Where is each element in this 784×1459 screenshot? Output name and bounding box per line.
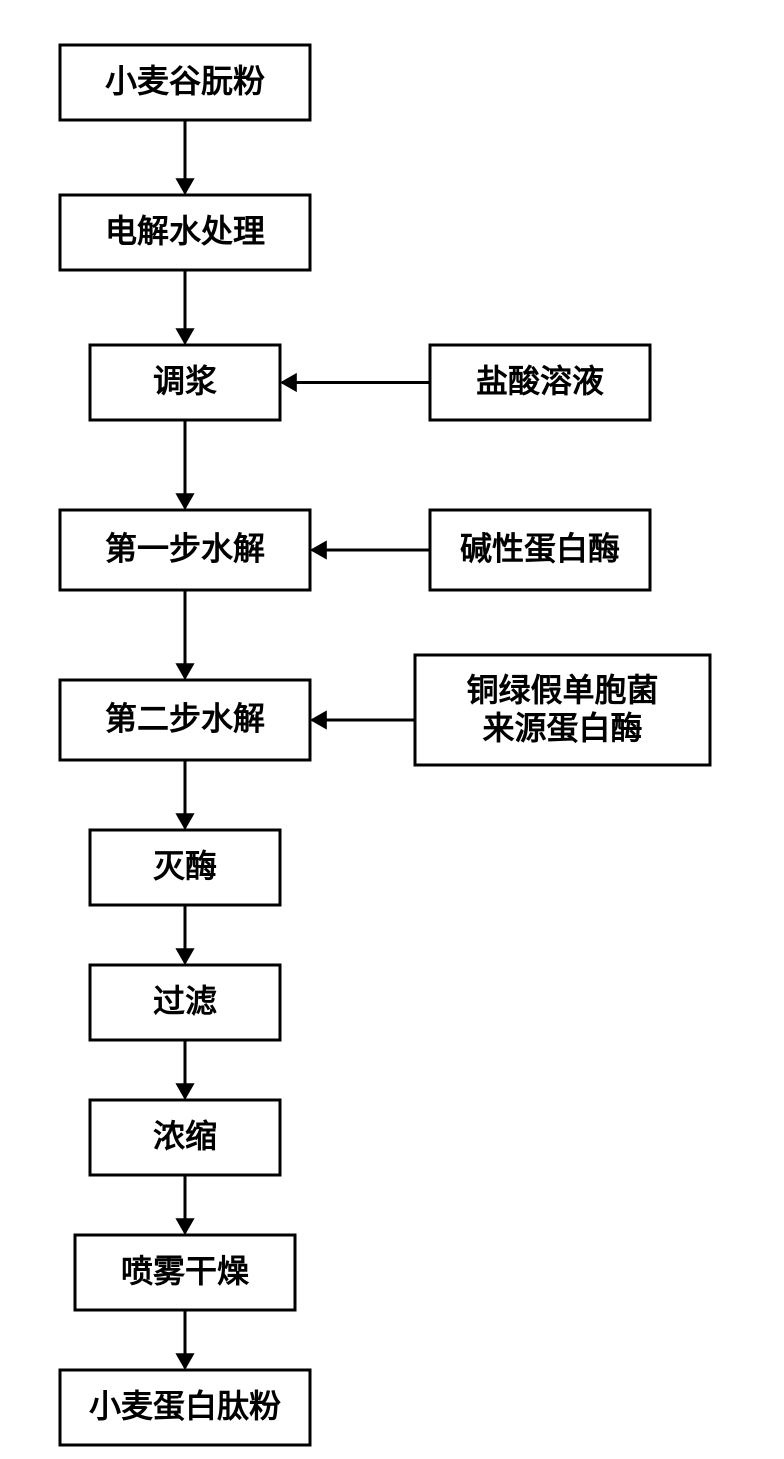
node-label: 小麦谷朊粉 xyxy=(105,63,265,99)
arrow-head-icon xyxy=(175,1083,194,1100)
flow-edge-n6-n7 xyxy=(175,905,194,965)
flow-node-n3: 调浆 xyxy=(90,345,280,420)
flow-edge-n9-n10 xyxy=(175,1310,194,1370)
arrow-head-icon xyxy=(280,373,297,392)
flow-node-n6: 灭酶 xyxy=(90,830,280,905)
flow-edge-n3-n4 xyxy=(175,420,194,510)
arrow-head-icon xyxy=(310,540,327,559)
arrow-head-icon xyxy=(175,328,194,345)
flow-edge-n5-n6 xyxy=(175,760,194,830)
flow-edge-s4-n4 xyxy=(310,540,430,559)
node-label: 第一步水解 xyxy=(105,530,265,566)
flow-node-n8: 浓缩 xyxy=(90,1100,280,1175)
flow-node-s5: 铜绿假单胞菌来源蛋白酶 xyxy=(415,655,710,765)
node-label: 碱性蛋白酶 xyxy=(460,530,620,566)
flow-node-n1: 小麦谷朊粉 xyxy=(60,45,310,120)
arrow-head-icon xyxy=(175,178,194,195)
flow-node-n4: 第一步水解 xyxy=(60,510,310,590)
node-label: 过滤 xyxy=(153,983,217,1019)
node-label: 盐酸溶液 xyxy=(476,363,604,399)
node-label: 喷雾干燥 xyxy=(121,1253,250,1289)
arrow-head-icon xyxy=(175,1218,194,1235)
flow-node-n5: 第二步水解 xyxy=(60,680,310,760)
flow-node-s3: 盐酸溶液 xyxy=(430,345,650,420)
flow-node-n10: 小麦蛋白肽粉 xyxy=(60,1370,310,1445)
arrow-head-icon xyxy=(175,1353,194,1370)
node-label: 小麦蛋白肽粉 xyxy=(89,1388,281,1424)
flow-node-n9: 喷雾干燥 xyxy=(75,1235,295,1310)
node-label: 电解水处理 xyxy=(105,213,265,249)
flow-node-s4: 碱性蛋白酶 xyxy=(430,510,650,590)
node-label: 调浆 xyxy=(153,363,217,399)
flow-node-n2: 电解水处理 xyxy=(60,195,310,270)
node-label: 灭酶 xyxy=(153,848,217,884)
flow-edge-s3-n3 xyxy=(280,373,430,392)
flow-edge-n2-n3 xyxy=(175,270,194,345)
node-label: 第二步水解 xyxy=(105,700,265,736)
arrow-head-icon xyxy=(175,813,194,830)
flow-edge-n1-n2 xyxy=(175,120,194,195)
arrow-head-icon xyxy=(310,710,327,729)
node-label: 浓缩 xyxy=(153,1118,217,1154)
flow-edge-n7-n8 xyxy=(175,1040,194,1100)
flow-edge-s5-n5 xyxy=(310,710,415,729)
arrow-head-icon xyxy=(175,663,194,680)
arrow-head-icon xyxy=(175,493,194,510)
arrow-head-icon xyxy=(175,948,194,965)
flow-edge-n4-n5 xyxy=(175,590,194,680)
flow-node-n7: 过滤 xyxy=(90,965,280,1040)
flow-edge-n8-n9 xyxy=(175,1175,194,1235)
